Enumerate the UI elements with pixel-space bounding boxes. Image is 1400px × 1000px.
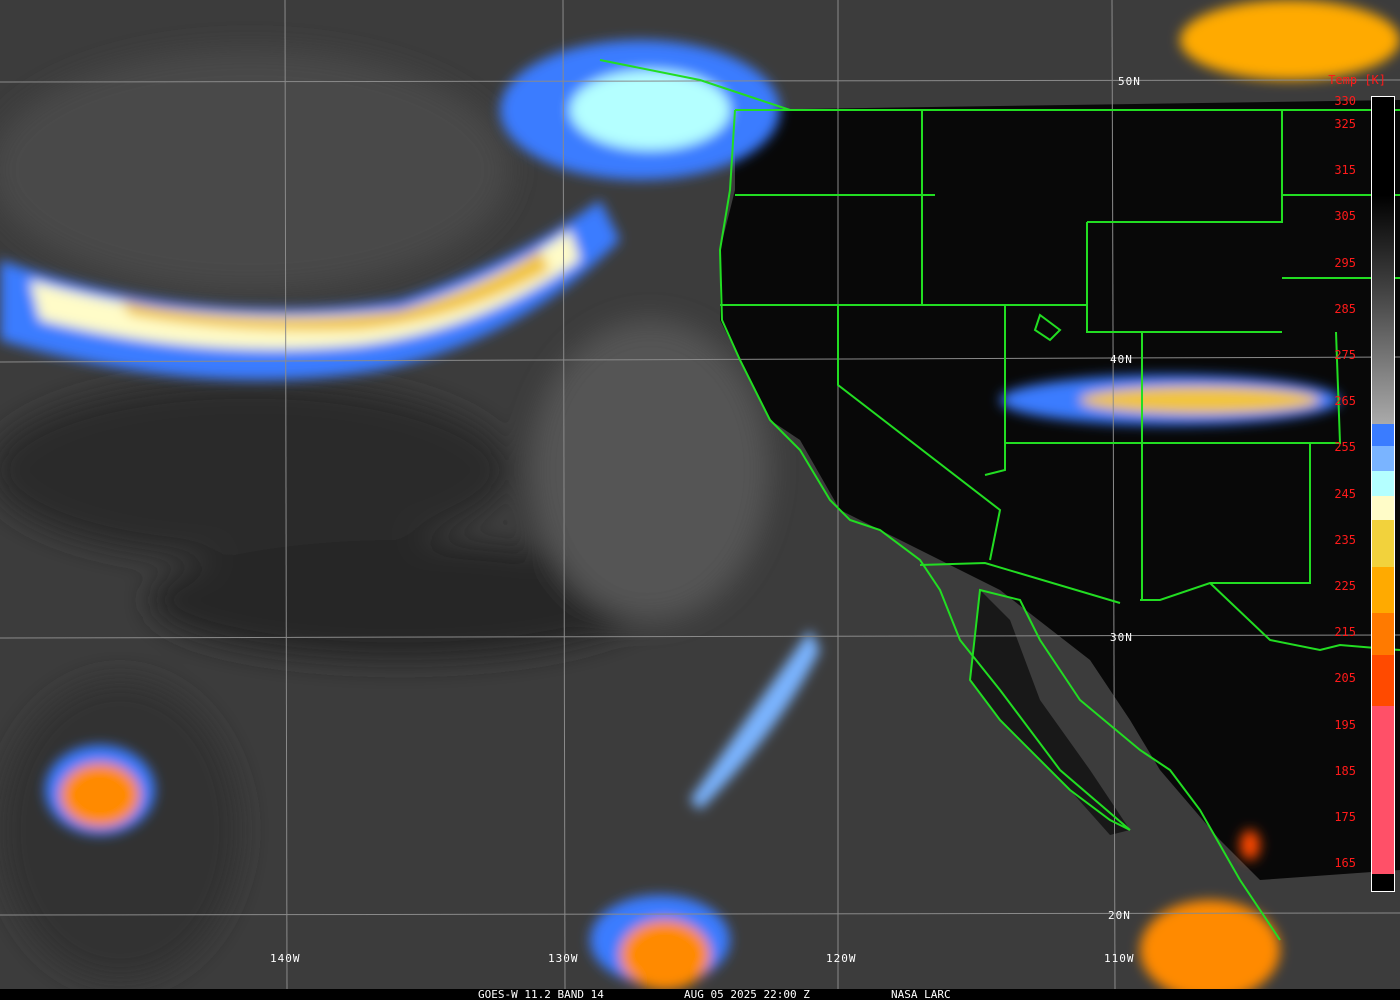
colorbar-blue-segment bbox=[1372, 424, 1394, 446]
colorbar-yellow-segment bbox=[1372, 520, 1394, 567]
colorbar-tick-label: 165 bbox=[1334, 856, 1356, 871]
image-caption: GOES-W 11.2 BAND 14 AUG 05 2025 22:00 Z … bbox=[0, 989, 1400, 1000]
colorbar-tick-label: 195 bbox=[1334, 717, 1356, 732]
lon-label-110w: 110W bbox=[1104, 952, 1135, 965]
lat-label-40n: 40N bbox=[1110, 353, 1133, 366]
colorbar-pink-segment bbox=[1372, 706, 1394, 874]
colorbar-tick-label: 315 bbox=[1334, 163, 1356, 178]
colorbar-tick-label: 285 bbox=[1334, 301, 1356, 316]
lon-label-140w: 140W bbox=[270, 952, 301, 965]
colorbar-tick-label: 325 bbox=[1334, 117, 1356, 131]
colorbar-title: Temp [K] bbox=[1328, 73, 1386, 87]
colorbar-gray-segment bbox=[1372, 97, 1394, 424]
baja-peninsula bbox=[970, 590, 1130, 835]
colorbar-tick-label: 235 bbox=[1334, 532, 1356, 547]
colorbar-tick-label: 225 bbox=[1334, 579, 1356, 593]
colorbar-tick-label: 215 bbox=[1334, 625, 1356, 640]
colorbar-lightblue-segment bbox=[1372, 446, 1394, 471]
lat-label-30n: 30N bbox=[1110, 631, 1133, 644]
colorbar-tick-label: 185 bbox=[1334, 763, 1356, 778]
lon-label-130w: 130W bbox=[548, 952, 579, 965]
lat-label-20n: 20N bbox=[1108, 909, 1131, 922]
colorbar-tick-label: 275 bbox=[1334, 348, 1356, 362]
lat-label-50n: 50N bbox=[1118, 75, 1141, 88]
colorbar-cream-segment bbox=[1372, 496, 1394, 520]
caption-source: NASA LARC bbox=[891, 988, 951, 1000]
colorbar-tick-label: 205 bbox=[1334, 671, 1356, 686]
colorbar-cyan-segment bbox=[1372, 471, 1394, 496]
colorbar-orange-segment bbox=[1372, 567, 1394, 613]
colorbar-darkorange-segment bbox=[1372, 613, 1394, 655]
colorbar-tick-label: 245 bbox=[1334, 486, 1356, 501]
temperature-colorbar bbox=[1371, 96, 1395, 892]
caption-product: GOES-W 11.2 BAND 14 bbox=[478, 988, 604, 1000]
colorbar-tick-label: 255 bbox=[1334, 440, 1356, 455]
lon-label-120w: 120W bbox=[826, 952, 857, 965]
political-borders bbox=[599, 59, 1400, 941]
colorbar-tick-label: 265 bbox=[1334, 394, 1356, 409]
land-mass bbox=[720, 100, 1400, 880]
colorbar-redorange-segment bbox=[1372, 655, 1394, 706]
colorbar-tick-label: 295 bbox=[1334, 255, 1356, 270]
colorbar-tick-label: 175 bbox=[1334, 810, 1356, 824]
colorbar-tick-label: 305 bbox=[1334, 209, 1356, 224]
colorbar-tick-label: 330 bbox=[1334, 94, 1356, 108]
caption-datetime: AUG 05 2025 22:00 Z bbox=[684, 988, 810, 1000]
